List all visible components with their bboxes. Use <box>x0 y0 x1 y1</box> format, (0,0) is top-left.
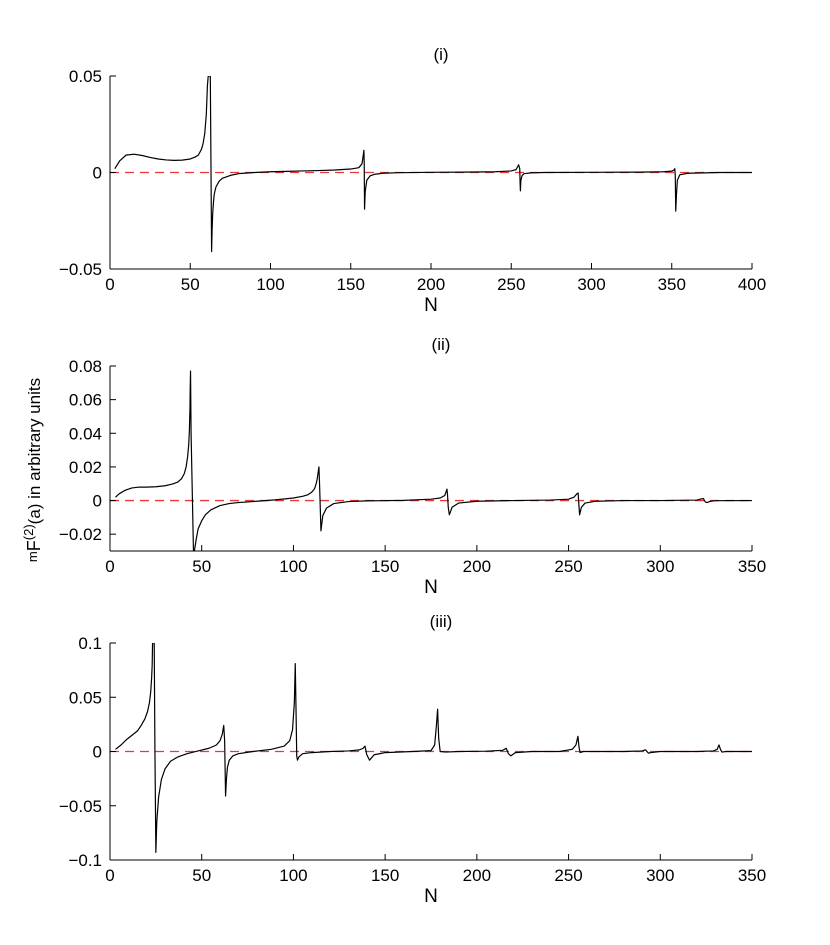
x-axis-label: N <box>424 886 438 907</box>
x-tick-label: 150 <box>371 557 399 576</box>
y-tick-label: −0.05 <box>59 797 102 816</box>
x-tick-label: 100 <box>279 557 307 576</box>
y-tick-label: 0.05 <box>69 688 102 707</box>
x-tick-label: 200 <box>463 866 491 885</box>
x-tick-label: 100 <box>279 866 307 885</box>
y-tick-label: 0 <box>93 492 102 511</box>
x-tick-label: 0 <box>105 557 114 576</box>
panel-iii: 0 50 100 150 200 250 300 350 −0.1 −0.05 0 0.05 0.1 (i… <box>59 612 766 907</box>
y-tick-label: 0 <box>93 743 102 762</box>
y-tick-label: −0.1 <box>68 851 102 870</box>
x-tick-label: 350 <box>738 557 766 576</box>
y-tick-label: 0.06 <box>69 391 102 410</box>
x-tick-label: 250 <box>554 557 582 576</box>
x-tick-label: 200 <box>417 275 445 294</box>
x-tick-label: 400 <box>738 275 766 294</box>
x-tick-label: 0 <box>105 866 114 885</box>
x-tick-label: 150 <box>337 275 365 294</box>
y-tick-label: 0.05 <box>69 67 102 86</box>
y-tick-label: 0.04 <box>69 424 102 443</box>
data-series-line <box>115 370 752 551</box>
x-tick-label: 50 <box>192 557 211 576</box>
y-tick-label: 0.08 <box>69 357 102 376</box>
y-tick-label: 0.02 <box>69 458 102 477</box>
y-tick-label: −0.02 <box>59 525 102 544</box>
x-tick-label: 300 <box>646 866 674 885</box>
panel-ii: 0 50 100 150 200 250 300 350−0.0200.020.040.060… <box>59 335 766 598</box>
x-tick-label: 300 <box>646 557 674 576</box>
x-axis-label: N <box>424 295 438 316</box>
ylabel-rest: (a) in arbitrary units <box>25 378 44 524</box>
y-tick-label: −0.05 <box>59 260 102 279</box>
x-tick-label: 350 <box>658 275 686 294</box>
data-series-line <box>115 643 752 853</box>
ylabel-letter: F <box>24 540 44 551</box>
x-axis-label: N <box>424 577 438 598</box>
x-tick-label: 250 <box>554 866 582 885</box>
y-tick-label: 0 <box>93 164 102 183</box>
x-tick-label: 100 <box>256 275 284 294</box>
panel-title: (ii) <box>432 335 451 354</box>
ylabel-superscript: (2) <box>21 524 36 540</box>
shared-y-axis-label: mF(2)(a) in arbitrary units <box>21 378 44 562</box>
x-tick-label: 0 <box>105 275 114 294</box>
data-series-line <box>114 76 752 253</box>
ylabel-prefix: m <box>25 551 40 562</box>
x-tick-label: 50 <box>181 275 200 294</box>
x-tick-label: 350 <box>738 866 766 885</box>
panel-title: (iii) <box>430 612 453 631</box>
x-tick-label: 300 <box>577 275 605 294</box>
x-tick-label: 50 <box>192 866 211 885</box>
panel-title: (i) <box>433 45 448 64</box>
x-tick-label: 150 <box>371 866 399 885</box>
x-tick-label: 250 <box>497 275 525 294</box>
y-tick-label: 0.1 <box>78 634 102 653</box>
x-tick-label: 200 <box>463 557 491 576</box>
